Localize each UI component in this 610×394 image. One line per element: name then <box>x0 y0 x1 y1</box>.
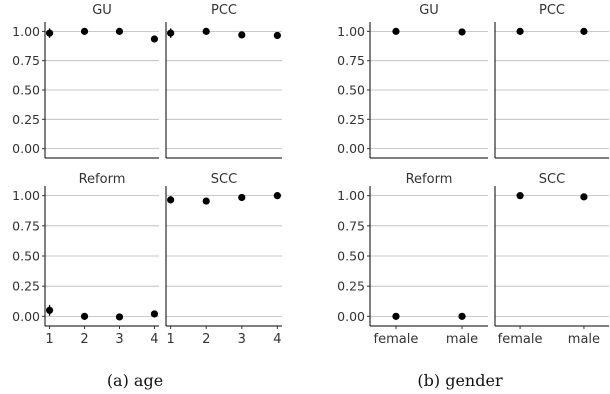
data-point <box>516 192 524 200</box>
y-tick-label: 0.50 <box>337 249 365 264</box>
y-tick-label: 0.50 <box>12 83 40 98</box>
y-tick-label: 0.25 <box>337 112 365 127</box>
data-point <box>273 192 281 200</box>
y-tick-label: 0.75 <box>337 53 365 68</box>
y-tick-label: 0.00 <box>12 309 40 324</box>
figure-caption: (a) age <box>107 371 163 390</box>
y-tick-label: 0.50 <box>337 83 365 98</box>
y-tick-label: 0.25 <box>337 279 365 294</box>
y-tick-label: 0.00 <box>337 141 365 156</box>
panel-title: Reform <box>406 172 453 187</box>
data-point <box>516 27 524 35</box>
data-point <box>45 306 54 314</box>
data-point <box>80 27 89 35</box>
data-point <box>580 27 588 35</box>
x-tick-label: 3 <box>238 332 246 347</box>
x-tick-label: female <box>498 332 543 347</box>
y-tick-label: 1.00 <box>12 188 40 203</box>
y-tick-label: 0.75 <box>12 53 40 68</box>
panel-title: SCC <box>211 172 237 187</box>
figure-caption: (b) gender <box>417 371 503 390</box>
y-tick-label: 1.00 <box>337 188 365 203</box>
x-tick-label: 4 <box>150 332 158 347</box>
panel-title: PCC <box>211 3 237 18</box>
data-point <box>150 310 159 318</box>
data-point <box>580 193 588 201</box>
x-tick-label: male <box>568 332 600 347</box>
panel-title: Reform <box>79 172 126 187</box>
y-tick-label: 0.25 <box>12 112 40 127</box>
data-point <box>392 27 400 35</box>
data-point <box>115 27 124 35</box>
y-tick-label: 1.00 <box>337 24 365 39</box>
x-tick-label: male <box>446 332 478 347</box>
y-tick-label: 0.00 <box>337 309 365 324</box>
data-point <box>150 35 159 43</box>
data-point <box>167 196 175 204</box>
data-point <box>167 29 175 37</box>
panel-title: GU <box>92 3 112 18</box>
x-tick-label: 1 <box>45 332 53 347</box>
data-point <box>238 31 246 39</box>
data-point <box>238 193 246 202</box>
x-tick-label: 3 <box>115 332 123 347</box>
data-point <box>202 27 210 35</box>
data-point <box>202 197 210 205</box>
panel-title: PCC <box>539 3 565 18</box>
y-tick-label: 0.75 <box>12 218 40 233</box>
x-tick-label: 2 <box>202 332 210 347</box>
panel-title: SCC <box>539 172 565 187</box>
y-tick-label: 0.25 <box>12 279 40 294</box>
data-point <box>458 312 466 320</box>
data-point <box>273 31 281 40</box>
data-point <box>45 29 54 37</box>
data-point <box>115 313 124 321</box>
data-point <box>80 312 89 320</box>
y-tick-label: 1.00 <box>12 24 40 39</box>
panel-title: GU <box>419 3 439 18</box>
data-point <box>458 28 466 36</box>
x-tick-label: 4 <box>273 332 281 347</box>
y-tick-label: 0.75 <box>337 218 365 233</box>
x-tick-label: 2 <box>80 332 88 347</box>
y-tick-label: 0.00 <box>12 141 40 156</box>
data-point <box>392 312 400 320</box>
y-tick-label: 0.50 <box>12 249 40 264</box>
x-tick-label: 1 <box>166 332 174 347</box>
x-tick-label: female <box>374 332 419 347</box>
